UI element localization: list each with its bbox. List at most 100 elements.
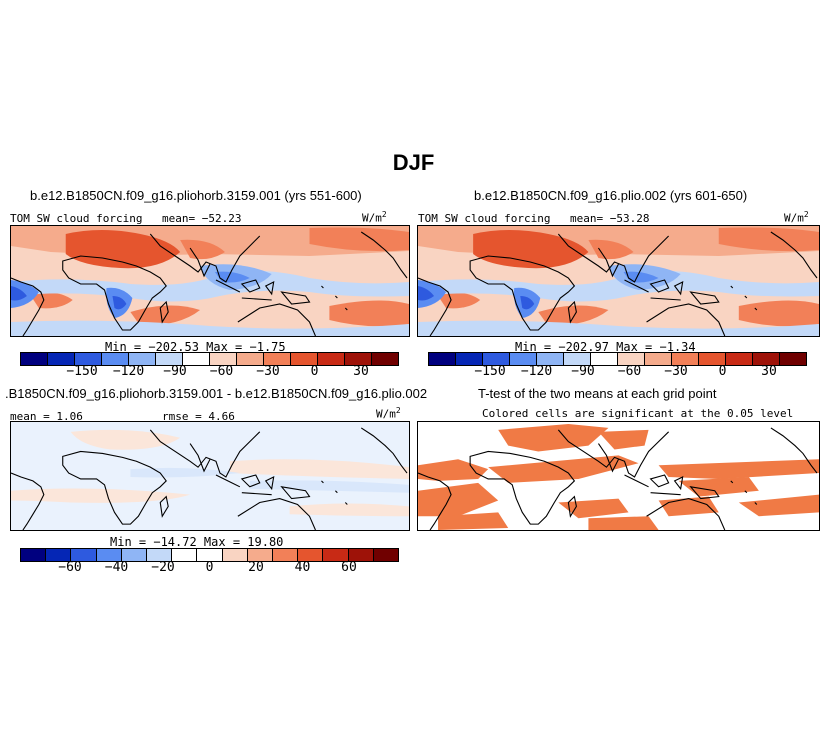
asia-coast <box>149 233 261 283</box>
coastline-group <box>11 231 408 336</box>
colorbar-swatch <box>247 549 274 561</box>
colorbar-swatch <box>373 549 399 561</box>
southern-ocean-band <box>11 320 409 336</box>
sulawesi-coast <box>673 476 684 491</box>
sulawesi-coast <box>673 281 684 296</box>
australia-coast <box>646 303 726 336</box>
panel2-units: W/m2 <box>784 210 809 225</box>
south-indian-region <box>538 305 609 326</box>
colorbar-swatch <box>323 549 349 561</box>
colorbar-tick-label: 0 <box>718 364 727 379</box>
south-america-coast <box>11 277 45 336</box>
colorbar-swatch <box>222 549 248 561</box>
sig-region <box>498 423 609 452</box>
java-coast <box>241 297 272 301</box>
colorbar-tick-label: 0 <box>310 364 319 379</box>
colorbar-swatch <box>591 353 618 365</box>
pacific-island <box>730 285 734 289</box>
colorbar-swatch <box>298 549 324 561</box>
colorbar-tick-label: −60 <box>209 364 234 379</box>
figure-title: DJF <box>392 150 435 175</box>
panel1-units: W/m2 <box>362 210 387 225</box>
australia-coast <box>237 498 316 530</box>
borneo-coast <box>649 474 670 488</box>
warm-pool-core <box>623 271 659 283</box>
coastline-group <box>11 427 408 530</box>
map-svg <box>11 422 409 530</box>
colorbar-swatch <box>147 549 173 561</box>
panel2-mean-label: mean= −53.28 <box>570 212 650 225</box>
south-america-coast <box>418 472 452 530</box>
southern-ocean-band <box>418 320 819 336</box>
colorbar-tick-label: −120 <box>112 364 145 379</box>
java-coast <box>650 297 681 301</box>
sig-region <box>738 494 819 517</box>
new-guinea-coast <box>689 291 720 305</box>
australia-coast <box>646 498 726 530</box>
colorbar-tick-label: −20 <box>151 560 175 575</box>
southern-africa-core <box>520 296 535 310</box>
colorbar-swatch <box>699 353 726 365</box>
pacific-island <box>744 295 748 299</box>
new-guinea-coast <box>689 486 720 500</box>
equatorial-pacific-positive <box>229 459 409 479</box>
panel1-minmax: Min = −202.53 Max = −1.75 <box>105 340 286 354</box>
africa-coast <box>62 450 167 525</box>
panel1-title: b.e12.B1850CN.f09_g16.pliohorb.3159.001 … <box>30 188 362 203</box>
colorbar-swatch <box>21 549 47 561</box>
sahara-region <box>65 230 181 269</box>
panel1-colorbar <box>20 352 399 366</box>
panel3-colorbar <box>20 548 399 562</box>
colorbar-tick-label: −40 <box>104 560 129 575</box>
colorbar-swatch <box>197 549 223 561</box>
madagascar-coast <box>567 495 577 518</box>
java-coast <box>241 492 272 496</box>
colorbar-swatch <box>672 353 699 365</box>
coastline-group <box>418 427 818 530</box>
colorbar-tick-label: 40 <box>294 560 311 575</box>
sig-region <box>598 429 649 450</box>
colorbar-swatch <box>183 353 210 365</box>
ne-pacific-region <box>718 227 819 252</box>
map-svg <box>418 422 819 530</box>
colorbar-swatch <box>210 353 237 365</box>
americas-coast <box>770 231 818 279</box>
colorbar-swatch <box>48 353 75 365</box>
australia-coast <box>237 303 316 336</box>
south-indian-region <box>130 305 201 326</box>
colorbar-swatch <box>121 549 148 561</box>
borneo-coast <box>649 279 670 293</box>
colorbar-swatch <box>75 353 102 365</box>
south-tropics-positive <box>11 488 191 503</box>
panel3-mean-label: mean = 1.06 <box>10 410 83 423</box>
panel4-title: T-test of the two means at each grid poi… <box>478 386 717 401</box>
colorbar-swatch <box>156 353 183 365</box>
india-coast <box>597 247 619 278</box>
colorbar-tick-label: 20 <box>248 560 264 575</box>
amazon-core <box>11 286 27 301</box>
borneo-coast <box>240 279 261 293</box>
sulawesi-coast <box>264 281 275 296</box>
java-coast <box>650 492 681 496</box>
colorbar-tick-label: 30 <box>353 364 369 379</box>
colorbar-tick-label: −60 <box>617 364 642 379</box>
colorbar-swatch <box>21 353 48 365</box>
amazon-core <box>418 286 435 301</box>
colorbar-swatch <box>456 353 483 365</box>
sumatra-coast <box>624 279 649 293</box>
colorbar-tick-label: −60 <box>58 560 82 575</box>
pacific-island <box>744 490 748 494</box>
colorbar-tick-label: −150 <box>66 364 98 379</box>
india-coast <box>189 443 211 473</box>
panel2-minmax: Min = −202.97 Max = −1.34 <box>515 340 696 354</box>
colorbar-swatch <box>537 353 564 365</box>
colorbar-tick-label: −150 <box>474 364 506 379</box>
colorbar-swatch <box>618 353 645 365</box>
colorbar-swatch <box>96 549 122 561</box>
colorbar-swatch <box>483 353 510 365</box>
ne-pacific-region <box>309 227 409 252</box>
sumatra-coast <box>624 474 649 488</box>
colorbar-tick-label: 60 <box>341 560 357 575</box>
panel2-title: b.e12.B1850CN.f09_g16.plio.002 (yrs 601-… <box>474 188 748 203</box>
panel3-minmax: Min = −14.72 Max = 19.80 <box>110 535 284 549</box>
